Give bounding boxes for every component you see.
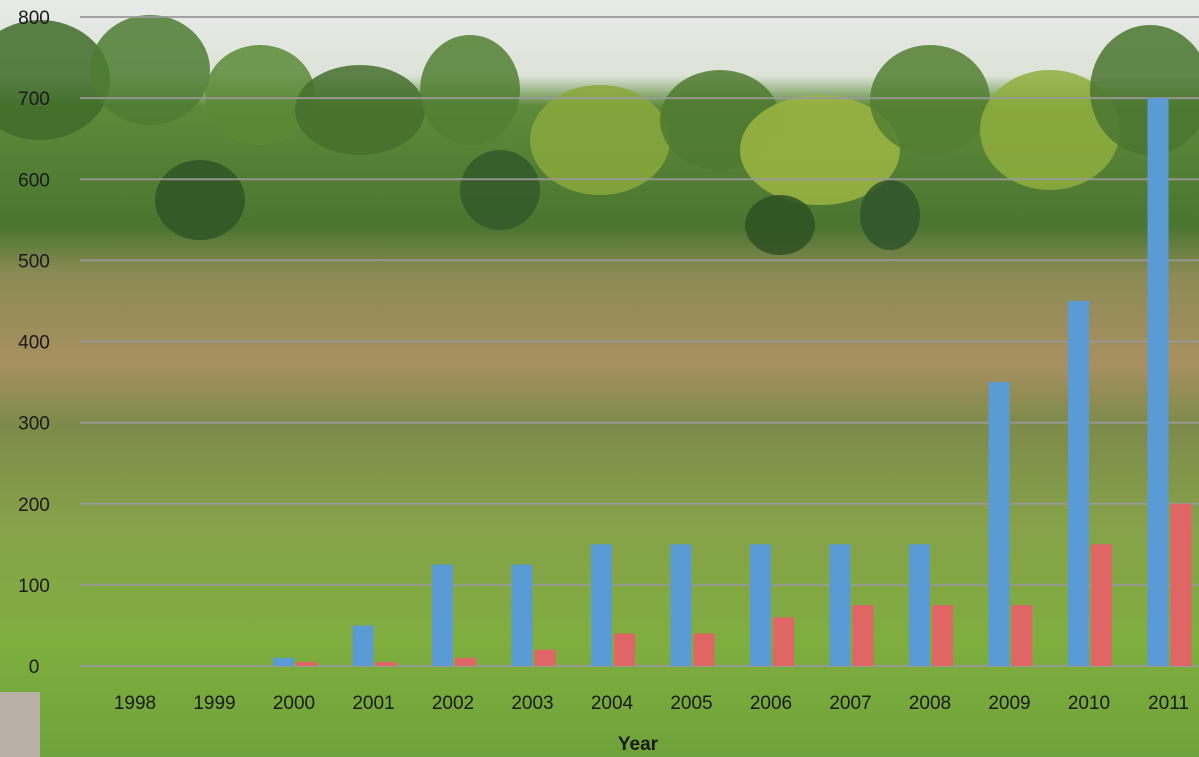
x-tick-label: 2010	[1068, 693, 1110, 714]
tree-blob	[90, 15, 210, 125]
bar-series-2-2007	[852, 605, 874, 666]
tree-blob	[0, 20, 110, 140]
tree-blob	[740, 95, 900, 205]
y-tick-label: 200	[18, 495, 50, 516]
y-tick-label: 600	[18, 170, 50, 191]
tree-blob	[860, 180, 920, 250]
x-tick-label: 2008	[909, 693, 951, 714]
bar-series-2-2001	[375, 661, 397, 666]
x-tick-label: 1999	[193, 693, 235, 714]
x-tick-label: 2006	[750, 693, 792, 714]
x-tick-label: 1998	[114, 693, 156, 714]
bar-series-2-2008	[932, 605, 953, 666]
tree-blob	[530, 85, 670, 195]
bar-series-1-2011	[1147, 98, 1169, 666]
tree-blob	[295, 65, 425, 155]
y-tick-label: 800	[18, 8, 50, 29]
x-tick-label: 2009	[988, 693, 1030, 714]
tree-blob	[745, 195, 815, 255]
x-tick-label: 2011	[1148, 693, 1189, 714]
y-tick-label: 500	[18, 251, 50, 272]
bar-series	[273, 98, 1192, 666]
bar-series-2-2006	[773, 617, 794, 666]
x-axis-ticks: 1998 1999 2000 2001 2002 2003 2004 2005 2006 2007…	[114, 693, 1189, 714]
bar-series-1-2004	[591, 544, 612, 666]
x-tick-label: 2005	[670, 693, 712, 714]
bar-series-2-2002	[455, 657, 476, 666]
tree-blob	[155, 160, 245, 240]
tree-blob	[460, 150, 540, 230]
y-tick-label: 300	[18, 414, 50, 435]
tree-blob	[420, 35, 520, 145]
y-tick-label: 700	[18, 89, 50, 110]
bar-series-1-2005	[670, 544, 692, 666]
bar-series-1-2010	[1068, 300, 1089, 666]
y-tick-label: 0	[29, 657, 40, 678]
bar-series-2-2004	[614, 633, 635, 666]
x-axis-title: Year	[618, 734, 659, 755]
bar-series-1-2009	[988, 382, 1010, 666]
bar-series-2-2003	[534, 649, 556, 666]
x-tick-label: 2007	[829, 693, 871, 714]
corner-patch	[0, 692, 40, 757]
bar-series-2-2000	[296, 661, 317, 666]
tree-blob	[1090, 25, 1199, 155]
bar-series-1-2007	[829, 544, 851, 666]
bar-series-1-2000	[273, 657, 294, 666]
bar-series-1-2006	[750, 544, 771, 666]
bar-series-2-2009	[1011, 605, 1033, 666]
x-tick-label: 2002	[432, 693, 474, 714]
x-tick-label: 2003	[511, 693, 553, 714]
bar-series-1-2008	[909, 544, 930, 666]
x-tick-label: 2001	[352, 693, 394, 714]
tree-blob	[870, 45, 990, 155]
bar-series-1-2001	[352, 625, 374, 666]
bar-series-1-2002	[432, 564, 453, 666]
tree-silhouettes	[0, 15, 1199, 255]
bar-series-2-2010	[1091, 544, 1112, 666]
y-tick-label: 100	[18, 576, 50, 597]
bar-series-1-2003	[511, 564, 533, 666]
bar-series-2-2011	[1170, 503, 1192, 666]
y-axis-ticks: 0 100 200 300 400 500 600 700 800	[18, 8, 50, 678]
x-tick-label: 2004	[591, 693, 634, 714]
y-tick-label: 400	[18, 333, 50, 354]
tree-blob	[205, 45, 315, 145]
tree-blob	[980, 70, 1120, 190]
x-tick-label: 2000	[273, 693, 315, 714]
bar-series-2-2005	[693, 633, 715, 666]
